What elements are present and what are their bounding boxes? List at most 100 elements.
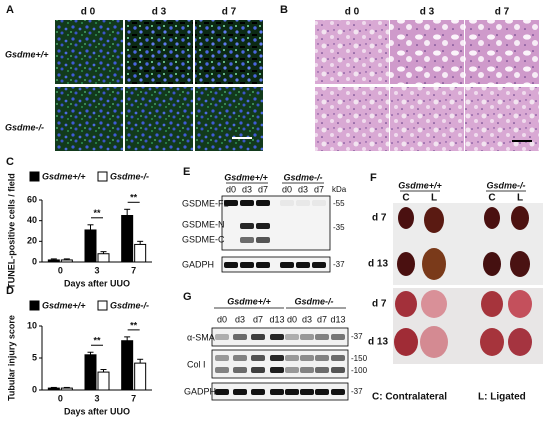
- x-tick-label: 7: [131, 265, 136, 275]
- blot-band: [240, 262, 254, 268]
- y-axis-label: TUNEL-positive cells / field: [6, 173, 16, 289]
- unit-label: kDa: [332, 185, 347, 194]
- y-tick-label: 10: [27, 320, 37, 330]
- blot-band: [233, 334, 247, 340]
- legend-label: Gsdme-/-: [110, 300, 149, 310]
- lane-label: d7: [258, 184, 268, 194]
- blot-band: [331, 355, 345, 361]
- blot-band: [285, 334, 299, 340]
- blot-band: [215, 389, 229, 395]
- panel-label: G: [183, 291, 192, 303]
- blot-band: [315, 389, 329, 395]
- blot-band: [331, 334, 345, 340]
- blot-band: [315, 367, 329, 373]
- row-label: Gsdme-/-: [5, 122, 44, 132]
- bar: [97, 253, 110, 263]
- bar: [84, 229, 97, 263]
- lane-label: d0: [287, 314, 297, 324]
- panel-label: A: [6, 4, 14, 16]
- group-header: Gsdme-/-: [486, 180, 525, 190]
- blot-band: [331, 367, 345, 373]
- blot-band: [270, 389, 284, 395]
- blot-band: [285, 367, 299, 373]
- blot-band: [256, 237, 270, 243]
- bar: [121, 340, 134, 391]
- legend-note: L: Ligated: [478, 392, 526, 403]
- blot-band: [296, 200, 310, 206]
- column-header: d 0: [345, 7, 360, 18]
- blot-band: [251, 355, 265, 361]
- row-label: d 7: [372, 213, 387, 224]
- legend-note: C: Contralateral: [372, 392, 447, 403]
- blot-band: [315, 334, 329, 340]
- marker-label: -37: [333, 260, 345, 269]
- lane-label: d7: [317, 314, 327, 324]
- blot-band: [296, 262, 310, 268]
- row-label: d 7: [372, 299, 387, 310]
- bar: [84, 354, 97, 391]
- band-label: GADPH: [182, 259, 214, 269]
- blot-band: [285, 389, 299, 395]
- blot-band: [256, 200, 270, 206]
- legend-label: Gsdme+/+: [42, 300, 86, 310]
- blot-band: [233, 367, 247, 373]
- column-header: d 7: [495, 7, 510, 18]
- y-tick-label: 20: [27, 236, 37, 246]
- lane-label: d7: [314, 184, 324, 194]
- bar: [97, 371, 110, 391]
- blot-band: [280, 262, 294, 268]
- marker-label: -37: [351, 332, 363, 341]
- blot-band: [315, 355, 329, 361]
- blot-band: [215, 355, 229, 361]
- lane-label: d3: [242, 184, 252, 194]
- blot-band: [233, 389, 247, 395]
- blot-band: [300, 367, 314, 373]
- row-label: d 13: [368, 259, 388, 270]
- y-tick-label: 60: [27, 194, 37, 204]
- lane-label: d0: [217, 314, 227, 324]
- legend-swatch: [29, 300, 40, 311]
- row-label: d 13: [368, 337, 388, 348]
- significance: **: [93, 336, 101, 346]
- blot-band: [300, 355, 314, 361]
- band-label: Col I: [187, 359, 206, 369]
- panel-label: F: [370, 172, 377, 184]
- bar: [121, 215, 134, 263]
- legend-swatch: [29, 171, 40, 182]
- column-header: L: [517, 193, 523, 204]
- column-header: d 7: [222, 7, 237, 18]
- bar: [60, 387, 73, 391]
- x-axis-label: Days after UUO: [64, 406, 130, 416]
- band-label: α-SMA: [187, 332, 215, 342]
- bar: [47, 259, 60, 263]
- band-label: GSDME-N: [182, 219, 225, 229]
- x-tick-label: 7: [131, 393, 136, 403]
- lane-label: d3: [235, 314, 245, 324]
- band-label: GADPH: [184, 386, 216, 396]
- x-tick-label: 0: [58, 393, 63, 403]
- lane-label: d3: [302, 314, 312, 324]
- x-tick-label: 3: [94, 393, 99, 403]
- blot-band: [215, 334, 229, 340]
- marker-label: -100: [351, 366, 368, 375]
- blot-band: [312, 200, 326, 206]
- significance: **: [93, 208, 101, 218]
- lane-label: d0: [282, 184, 292, 194]
- marker-label: -55: [333, 199, 345, 208]
- bar: [134, 362, 147, 391]
- column-header: C: [488, 193, 495, 204]
- panel-label: E: [183, 166, 190, 178]
- legend-label: Gsdme-/-: [110, 171, 149, 181]
- band-label: GSDME-C: [182, 234, 225, 244]
- blot-band: [270, 367, 284, 373]
- blot-band: [285, 355, 299, 361]
- group-header: Gsdme-/-: [283, 172, 322, 182]
- blot-band: [280, 200, 294, 206]
- band-label: GSDME-FL: [182, 198, 229, 208]
- x-tick-label: 0: [58, 265, 63, 275]
- legend-swatch: [97, 300, 108, 311]
- blot-band: [300, 334, 314, 340]
- marker-label: -150: [351, 354, 368, 363]
- lane-label: d0: [226, 184, 236, 194]
